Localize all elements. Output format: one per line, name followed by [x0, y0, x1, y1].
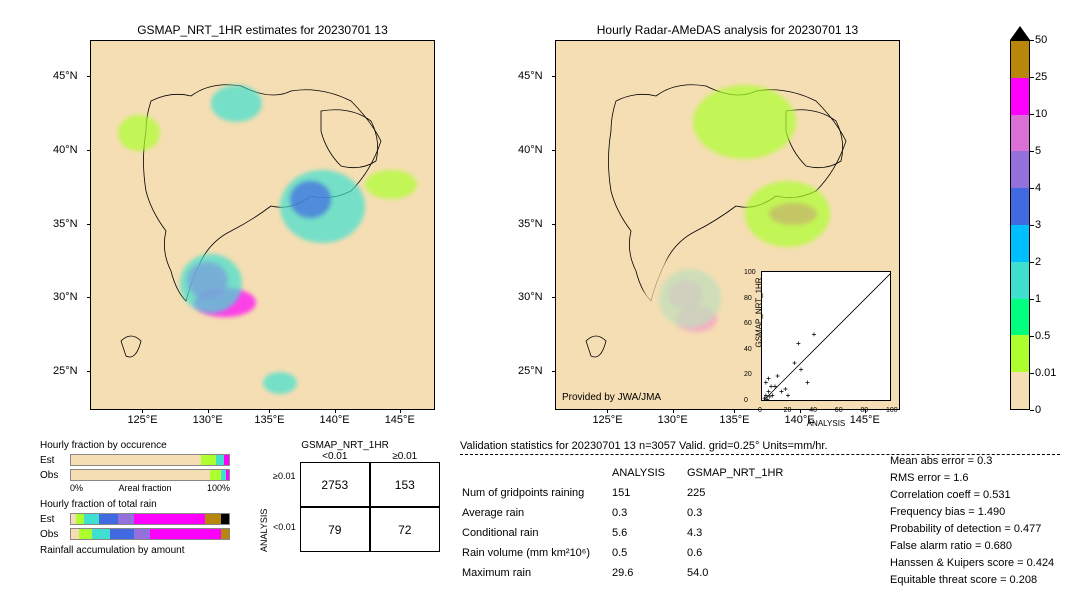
cb-label: 2: [1035, 256, 1041, 268]
table-row: Conditional rain5.64.3: [462, 524, 803, 542]
metric-line: RMS error = 1.6: [890, 472, 1054, 484]
est-label: Est: [40, 455, 70, 466]
metric-line: Frequency bias = 1.490: [890, 506, 1054, 518]
pct0: 0%: [70, 483, 83, 493]
xtick: 140°E: [320, 414, 350, 426]
metric-line: Equitable threat score = 0.208: [890, 574, 1054, 586]
cb-label: 50: [1035, 34, 1047, 46]
stats-header-text: Validation statistics for 20230701 13 n=…: [460, 440, 1060, 455]
table-row: Average rain0.30.3: [462, 504, 803, 522]
xtick: 125°E: [592, 414, 622, 426]
map-panel-radar: Hourly Radar-AMeDAS analysis for 2023070…: [555, 40, 900, 410]
ytick: 45°N: [53, 70, 78, 82]
scatter-svg: [762, 272, 890, 400]
cb-label: 1: [1035, 293, 1041, 305]
metric-line: Hanssen & Kuipers score = 0.424: [890, 557, 1054, 569]
obs-label: Obs: [40, 470, 70, 481]
occ-est-bar: [70, 454, 230, 466]
cb-label: 3: [1035, 219, 1041, 231]
ytick: 40°N: [518, 144, 543, 156]
xtick: 145°E: [385, 414, 415, 426]
cb-label: 0.01: [1035, 367, 1056, 379]
ytick: 35°N: [518, 218, 543, 230]
ytick: 25°N: [518, 365, 543, 377]
scatter-plot: ANALYSIS GSMAP_NRT_1HR 020406080100 0204…: [761, 271, 891, 401]
table-row: Num of gridpoints raining151225: [462, 484, 803, 502]
xtick: 135°E: [719, 414, 749, 426]
ytick: 45°N: [518, 70, 543, 82]
colorbar-arrow-icon: [1010, 26, 1030, 40]
cb-label: 5: [1035, 145, 1041, 157]
tot-obs-bar: [70, 528, 230, 540]
contingency-table: GSMAP_NRT_1HR ANALYSIS ≥0.01 <0.01 <0.01…: [255, 440, 435, 552]
ytick: 40°N: [53, 144, 78, 156]
map-title-right: Hourly Radar-AMeDAS analysis for 2023070…: [556, 23, 899, 37]
ct-cell-11: 72: [370, 507, 440, 552]
ct-side-label: ANALYSIS: [255, 451, 273, 552]
cb-label: 10: [1035, 108, 1047, 120]
est-label-2: Est: [40, 514, 70, 525]
cb-label: 4: [1035, 182, 1041, 194]
cb-label: 0: [1035, 404, 1041, 416]
xtick: 130°E: [193, 414, 223, 426]
occ-obs-bar: [70, 469, 230, 481]
ct-row-label-0: ≥0.01: [273, 471, 296, 481]
tot-est-bar: [70, 513, 230, 525]
xtick: 135°E: [254, 414, 284, 426]
ct-cell-00: 2753: [300, 462, 370, 507]
ytick: 25°N: [53, 365, 78, 377]
coastline-left: [91, 41, 436, 411]
col-analysis: ANALYSIS: [612, 464, 685, 482]
xtick: 125°E: [127, 414, 157, 426]
ytick: 35°N: [53, 218, 78, 230]
occ-title: Hourly fraction by occurence: [40, 440, 230, 451]
ct-col-label-1: ≥0.01: [370, 451, 440, 462]
ct-col-label-0: <0.01: [300, 451, 370, 462]
comparison-table: ANALYSISGSMAP_NRT_1HR Num of gridpoints …: [460, 462, 805, 584]
areal-label: Areal fraction: [118, 483, 171, 493]
hourly-fraction-block: Hourly fraction by occurence Est Obs 0% A…: [40, 440, 230, 558]
metric-line: Mean abs error = 0.3: [890, 455, 1054, 467]
metric-line: Probability of detection = 0.477: [890, 523, 1054, 535]
total-title: Hourly fraction of total rain: [40, 499, 230, 510]
ytick: 30°N: [53, 291, 78, 303]
xtick: 130°E: [658, 414, 688, 426]
metric-line: Correlation coeff = 0.531: [890, 489, 1054, 501]
ct-row-label-1: <0.01: [273, 522, 296, 532]
ytick: 30°N: [518, 291, 543, 303]
ct-cell-10: 79: [300, 507, 370, 552]
cb-label: 0.5: [1035, 330, 1050, 342]
colorbar: 502510543210.50.010: [1010, 40, 1030, 410]
pct100: 100%: [207, 483, 230, 493]
metrics-list: Mean abs error = 0.3 RMS error = 1.6 Corre…: [890, 455, 1054, 591]
table-row: Maximum rain29.654.0: [462, 564, 803, 582]
scatter-ylabel: GSMAP_NRT_1HR: [755, 277, 764, 347]
ct-cell-01: 153: [370, 462, 440, 507]
obs-label-2: Obs: [40, 529, 70, 540]
col-gsmap: GSMAP_NRT_1HR: [687, 464, 803, 482]
accum-title: Rainfall accumulation by amount: [40, 545, 230, 556]
map-panel-gsmap: GSMAP_NRT_1HR estimates for 20230701 13 …: [90, 40, 435, 410]
attribution-text: Provided by JWA/JMA: [562, 392, 661, 403]
map-title-left: GSMAP_NRT_1HR estimates for 20230701 13: [91, 23, 434, 37]
metric-line: False alarm ratio = 0.680: [890, 540, 1054, 552]
table-row: Rain volume (mm km²10⁶)0.50.6: [462, 544, 803, 562]
ct-product-label: GSMAP_NRT_1HR: [255, 440, 435, 451]
figure-container: GSMAP_NRT_1HR estimates for 20230701 13 …: [0, 0, 1080, 612]
cb-label: 25: [1035, 71, 1047, 83]
scatter-xlabel: ANALYSIS: [762, 419, 890, 428]
